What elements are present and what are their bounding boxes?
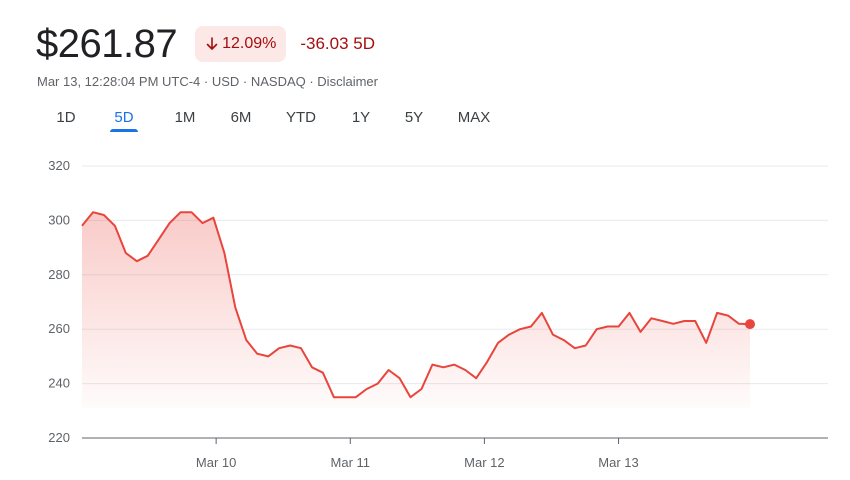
- y-tick-label: 320: [48, 158, 70, 173]
- tab-5d[interactable]: 5D: [110, 106, 138, 132]
- tab-1d[interactable]: 1D: [56, 109, 76, 126]
- quote-meta: Mar 13, 12:28:04 PM UTC-4 · USD · NASDAQ…: [37, 74, 378, 89]
- current-price: $261.87: [36, 22, 178, 66]
- y-tick-label: 240: [48, 376, 70, 391]
- tab-1m[interactable]: 1M: [174, 109, 196, 126]
- tab-ytd[interactable]: YTD: [286, 109, 316, 126]
- y-tick-label: 260: [48, 321, 70, 336]
- arrow-down-icon: [206, 37, 218, 50]
- price-area-fill: [82, 212, 750, 408]
- x-tick-label: Mar 13: [598, 455, 638, 470]
- y-tick-label: 220: [48, 430, 70, 445]
- x-tick-label: Mar 11: [331, 455, 371, 470]
- y-tick-label: 300: [48, 212, 70, 227]
- tab-5y[interactable]: 5Y: [404, 109, 424, 126]
- percent-change-value: 12.09%: [222, 35, 277, 52]
- range-tabs: 1D 5D 1M 6M YTD 1Y 5Y MAX: [41, 106, 496, 132]
- tab-6m[interactable]: 6M: [230, 109, 252, 126]
- y-tick-label: 280: [48, 267, 70, 282]
- x-tick-label: Mar 10: [196, 455, 236, 470]
- current-price-marker: [745, 319, 755, 330]
- quote-header: $261.87 12.09% -36.03 5D: [36, 22, 375, 66]
- x-tick-label: Mar 12: [464, 455, 504, 470]
- price-change: -36.03 5D: [300, 34, 376, 53]
- tab-max[interactable]: MAX: [457, 109, 491, 126]
- price-line: [81, 211, 751, 399]
- percent-change-badge: 12.09%: [195, 26, 287, 62]
- tab-1y[interactable]: 1Y: [351, 109, 371, 126]
